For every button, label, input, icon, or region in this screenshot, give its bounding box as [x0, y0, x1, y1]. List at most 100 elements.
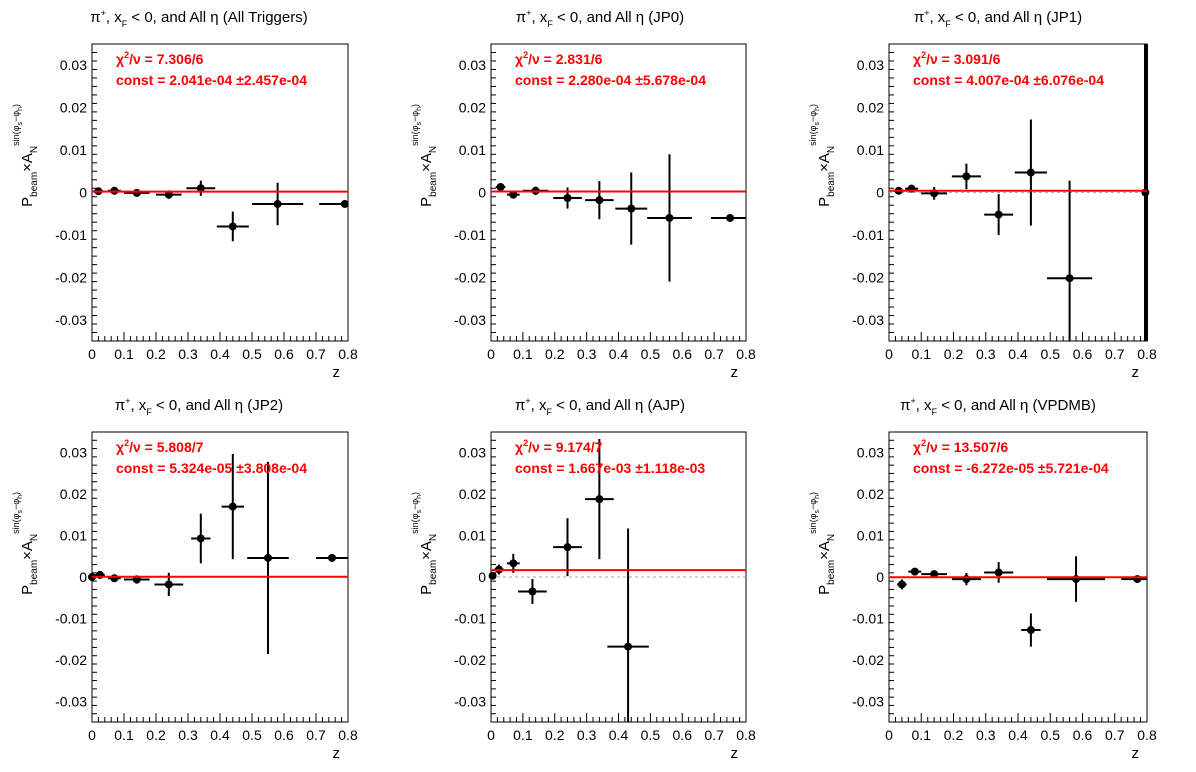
title-suffix: < 0, and All η (JP2): [152, 397, 283, 414]
title-sub: F: [122, 19, 128, 29]
title-suffix: < 0, and All η (AJP): [552, 397, 685, 414]
ylabel-close: ): [808, 104, 818, 107]
y-tick-label: 0.02: [459, 486, 486, 502]
data-point: [509, 190, 518, 199]
ylabel-times: ×A: [19, 153, 36, 172]
const-text: const = 2.280e-04 ±5.678e-04: [515, 72, 706, 88]
chi2-value: /ν = 2.831/6: [528, 51, 603, 67]
x-tick-label: 0.7: [1105, 727, 1125, 743]
y-tick-label: -0.03: [55, 312, 87, 328]
x-tick-label: 0.2: [545, 727, 565, 743]
data-point: [627, 204, 636, 213]
ylabel-h: h: [17, 495, 24, 499]
x-tick-label: 0.6: [673, 727, 693, 743]
plot-title: π+, xF < 0, and All η (JP0): [516, 8, 684, 29]
ylabel-minus: −φ: [11, 499, 21, 510]
ylabel-h: h: [814, 495, 821, 499]
ylabel-close: ): [11, 104, 21, 107]
ylabel-sin: sin(φ: [808, 513, 818, 534]
ylabel-s: s: [416, 122, 423, 126]
x-axis-label: z: [333, 364, 341, 381]
x-tick-label: 0.7: [306, 346, 326, 362]
ylabel-p: P: [19, 585, 36, 595]
data-point: [228, 222, 237, 231]
x-tick-label: 0.7: [1105, 346, 1125, 362]
x-tick-label: 0.8: [338, 346, 358, 362]
y-tick-label: 0.03: [60, 57, 87, 73]
x-tick-label: 0.2: [146, 346, 166, 362]
ylabel-h: h: [814, 107, 821, 111]
ylabel-sin: sin(φ: [410, 513, 420, 534]
x-tick-label: 0.5: [1041, 727, 1061, 743]
x-axis-label: z: [731, 745, 739, 762]
data-point: [595, 495, 604, 504]
y-axis-label: Pbeam×ANsin(φs−φh): [410, 492, 439, 595]
ylabel-times: ×A: [19, 541, 36, 560]
title-pi: π: [515, 397, 525, 414]
ylabel-minus: −φ: [808, 499, 818, 510]
plot-title: π+, xF < 0, and All η (JP2): [115, 396, 283, 417]
y-axis-label: Pbeam×ANsin(φs−φh): [808, 492, 837, 595]
ylabel-s: s: [416, 510, 423, 514]
ylabel-close: ): [11, 492, 21, 495]
data-point: [624, 642, 633, 651]
title-pi: π: [115, 397, 125, 414]
x-tick-label: 0.2: [944, 346, 964, 362]
chi2-value: /ν = 7.306/6: [129, 51, 204, 67]
y-tick-label: 0.02: [459, 100, 486, 116]
x-tick-label: 0.3: [178, 727, 198, 743]
x-tick-label: 0.1: [912, 727, 932, 743]
x-tick-label: 0.6: [1073, 346, 1093, 362]
ylabel-sin: sin(φ: [11, 125, 21, 146]
y-tick-label: -0.01: [852, 610, 884, 626]
title-sup: +: [910, 396, 915, 406]
panel-6: π+, xF < 0, and All η (VPDMB) 0 0.1 0.2 0.3 0…: [808, 396, 1157, 762]
x-tick-label: 0: [487, 727, 495, 743]
y-axis-label: Pbeam×ANsin(φs−φh): [11, 104, 40, 207]
data-point: [910, 567, 919, 576]
y-tick-label: -0.03: [852, 693, 884, 709]
x-tick-label: 0.2: [146, 727, 166, 743]
chi2-symbol: χ: [913, 51, 921, 67]
x-tick-label: 0.7: [704, 346, 724, 362]
data-point: [273, 199, 282, 208]
panel-3: π+, xF < 0, and All η (JP1) 0 0.1 0.2 0.3 0.4…: [808, 8, 1157, 381]
data-point: [132, 188, 141, 197]
y-axis-label: Pbeam×ANsin(φs−φh): [808, 104, 837, 207]
title-pi: π: [900, 397, 910, 414]
data-point: [328, 553, 336, 562]
const-text: const = 2.041e-04 ±2.457e-04: [116, 72, 307, 88]
x-tick-label: 0.1: [912, 346, 932, 362]
y-tick-label: -0.01: [454, 227, 486, 243]
ylabel-n: N: [826, 146, 837, 153]
ylabel-close: ): [410, 104, 420, 107]
chi2-text: χ2/ν = 5.808/7: [116, 438, 204, 455]
title-mid: , x: [531, 9, 547, 26]
y-tick-label: 0.01: [857, 528, 884, 544]
x-tick-label: 0.6: [673, 346, 693, 362]
x-axis-label: z: [1132, 364, 1140, 381]
ylabel-s: s: [814, 122, 821, 126]
x-tick-label: 0.3: [976, 727, 996, 743]
x-tick-label: 0.8: [736, 346, 756, 362]
title-sup: +: [101, 8, 106, 18]
plot-title: π+, xF < 0, and All η (All Triggers): [90, 8, 307, 29]
chi2-text: χ2/ν = 3.091/6: [913, 50, 1001, 67]
data-point: [496, 182, 505, 191]
const-text: const = -6.272e-05 ±5.721e-04: [913, 460, 1109, 476]
panel-4: π+, xF < 0, and All η (JP2) 0 0.1 0.2 0.3 0.4…: [11, 396, 358, 762]
x-tick-label: 0: [487, 346, 495, 362]
panel-5: π+, xF < 0, and All η (AJP) 0 0.1 0.2 0.3 0.4…: [410, 396, 756, 762]
title-suffix: < 0, and All η (JP1): [951, 9, 1082, 26]
x-tick-label: 0: [885, 727, 893, 743]
ylabel-times: ×A: [418, 541, 435, 560]
x-tick-label: 0.4: [609, 727, 629, 743]
y-tick-label: 0.02: [857, 100, 884, 116]
x-tick-label: 0.5: [242, 346, 262, 362]
panel-2: π+, xF < 0, and All η (JP0) 0 0.1 0.2 0.3 0.4…: [410, 8, 756, 381]
title-pi: π: [516, 9, 526, 26]
ylabel-p: P: [418, 197, 435, 207]
y-tick-label: 0.03: [60, 445, 87, 461]
data-point: [1065, 274, 1074, 283]
data-point: [196, 534, 205, 543]
